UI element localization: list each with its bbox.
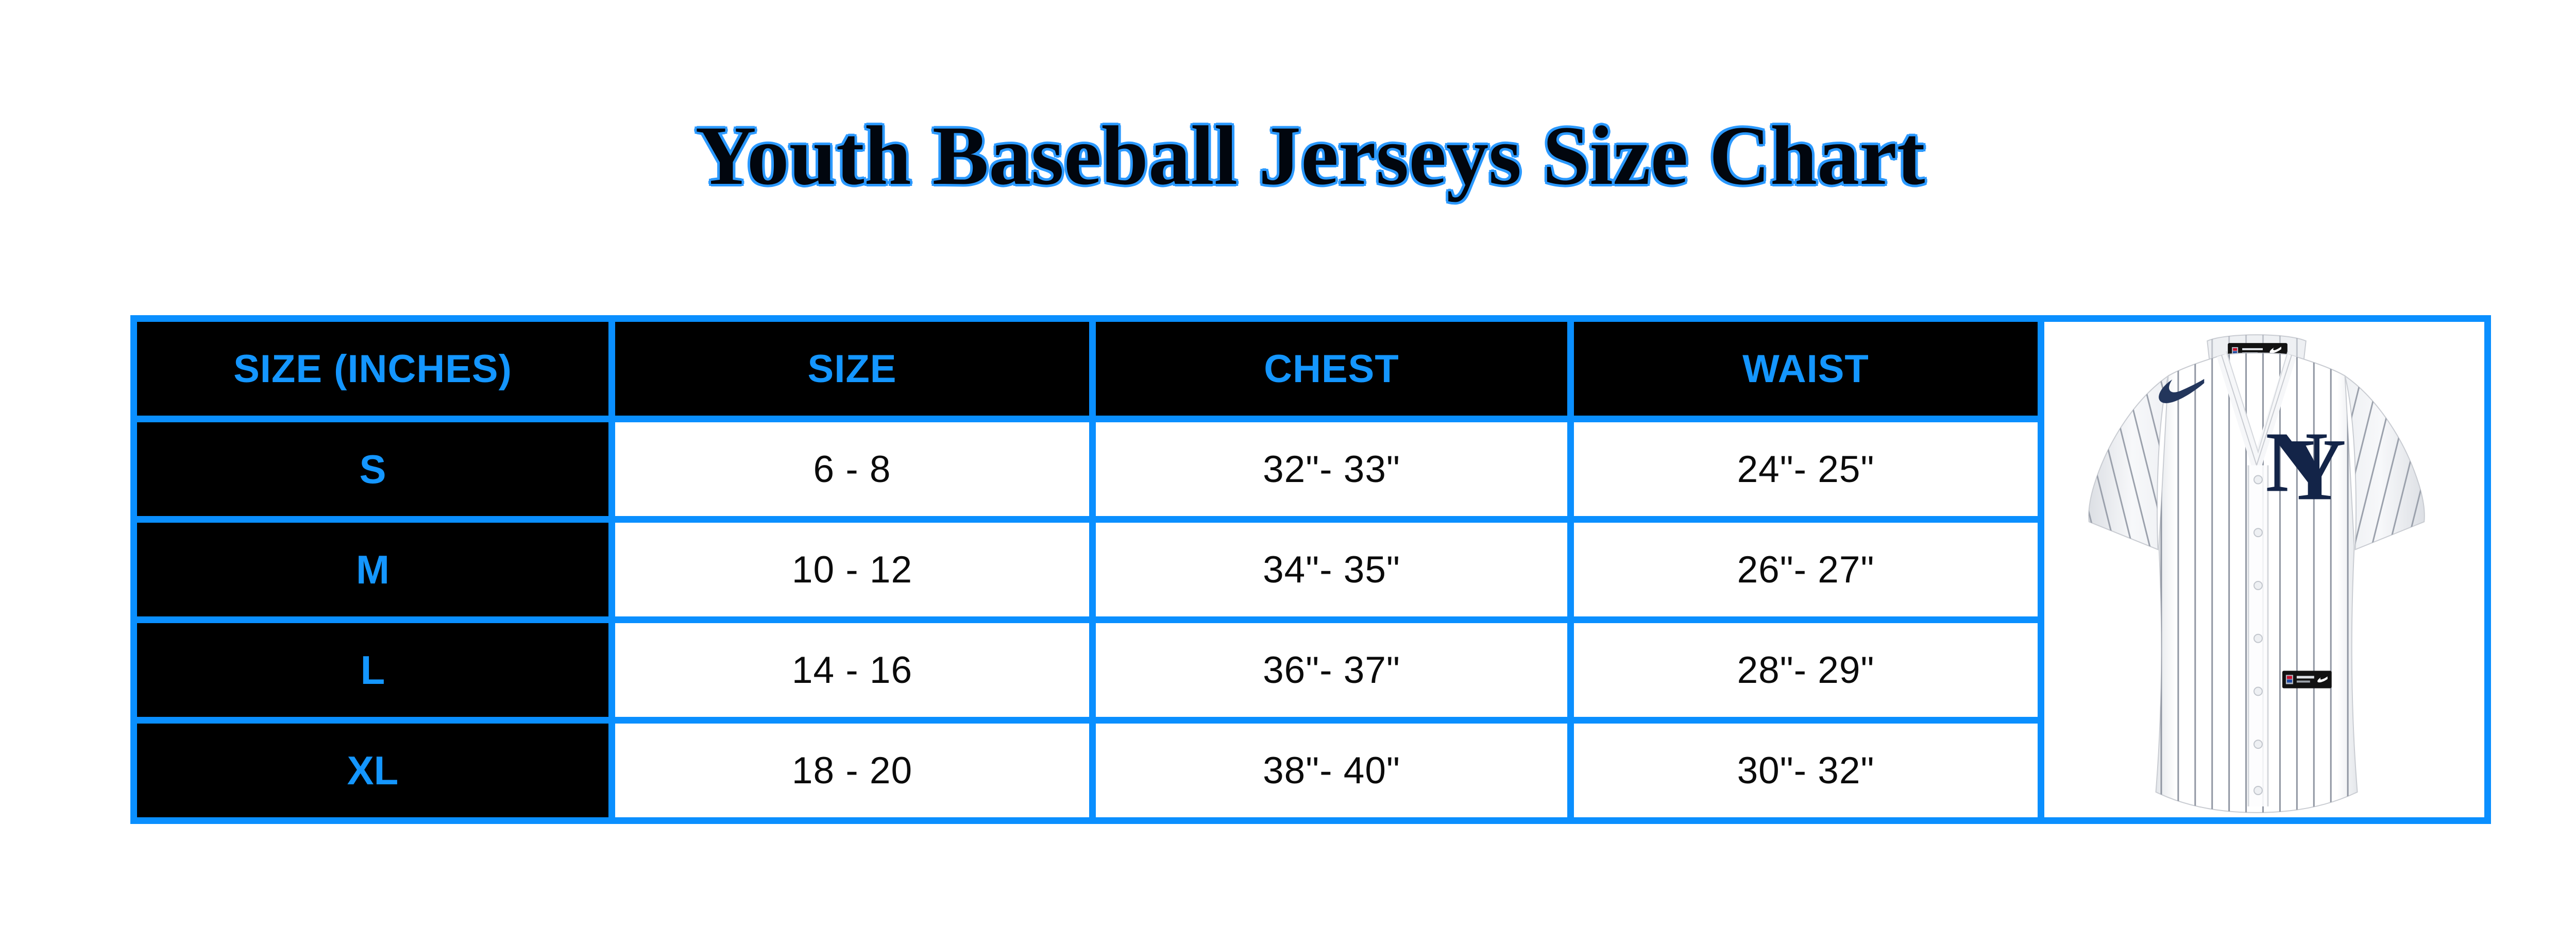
- waist-cell: 24"- 25": [1574, 422, 2038, 516]
- row-label-cell: L: [137, 623, 608, 717]
- table-row: L 14 - 16 36"- 37" 28"- 29": [137, 623, 2484, 717]
- size-cell: 18 - 20: [615, 724, 1089, 817]
- button-icon: [2253, 475, 2263, 795]
- ny-logo-y: Y: [2282, 421, 2346, 519]
- chart-title: Youth Baseball Jerseys Size Chart: [695, 109, 1925, 202]
- jersey-image: N Y: [2044, 322, 2484, 817]
- size-cell: 10 - 12: [615, 523, 1089, 616]
- waist-cell: 30"- 32": [1574, 724, 2038, 817]
- chest-cell: 36"- 37": [1096, 623, 1567, 717]
- size-cell: 14 - 16: [615, 623, 1089, 717]
- jock-tag: [2282, 671, 2332, 689]
- nike-swoosh-icon: [2159, 379, 2205, 403]
- waist-cell: 28"- 29": [1574, 623, 2038, 717]
- right-sleeve: [2344, 374, 2425, 551]
- row-label-cell: S: [137, 422, 608, 516]
- column-header-size-inches: SIZE (INCHES): [137, 322, 608, 416]
- column-header-chest: CHEST: [1096, 322, 1567, 416]
- ny-logo-n: N: [2265, 415, 2328, 510]
- ny-logo: N Y: [2265, 415, 2346, 519]
- column-header-size: SIZE: [615, 322, 1089, 416]
- button-placket: [2247, 465, 2269, 806]
- size-chart-table: SIZE (INCHES) SIZE CHEST WAIST: [130, 315, 2491, 824]
- chest-cell: 38"- 40": [1096, 724, 1567, 817]
- size-cell: 6 - 8: [615, 422, 1089, 516]
- table-row: S 6 - 8 32"- 33" 24"- 25": [137, 422, 2484, 516]
- chest-cell: 34"- 35": [1096, 523, 1567, 616]
- chest-cell: 32"- 33": [1096, 422, 1567, 516]
- jersey-cell: N Y: [2044, 322, 2484, 817]
- table-row: M 10 - 12 34"- 35" 26"- 27": [137, 523, 2484, 616]
- vneck-collar: [2216, 351, 2297, 471]
- header-row: SIZE (INCHES) SIZE CHEST WAIST: [137, 322, 2484, 817]
- left-sleeve: [2088, 374, 2170, 551]
- row-label-cell: M: [137, 523, 608, 616]
- jersey-graphic: N Y: [2088, 334, 2425, 813]
- table-row: XL 18 - 20 38"- 40" 30"- 32": [137, 724, 2484, 817]
- column-header-waist: WAIST: [1574, 322, 2038, 416]
- waist-cell: 26"- 27": [1574, 523, 2038, 616]
- row-label-cell: XL: [137, 724, 608, 817]
